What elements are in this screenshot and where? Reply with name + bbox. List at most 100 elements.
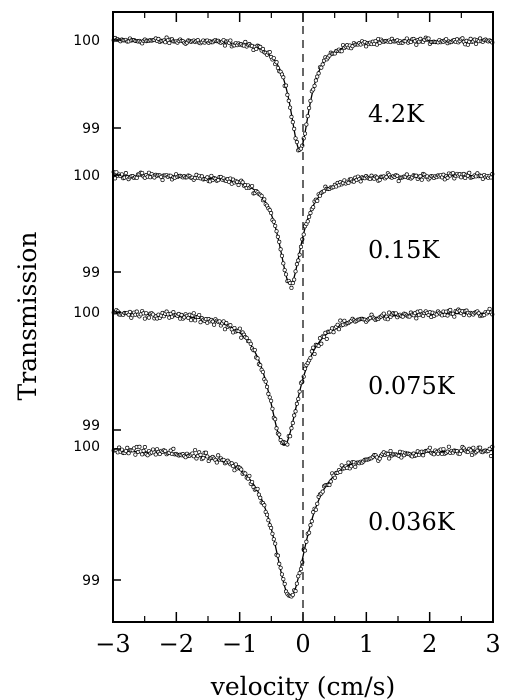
data-point bbox=[336, 327, 342, 332]
data-point bbox=[445, 313, 450, 318]
data-point bbox=[278, 565, 283, 570]
data-point bbox=[315, 501, 320, 506]
x-axis: −3 −2 −1 0 1 2 3 bbox=[95, 12, 501, 658]
data-point bbox=[160, 177, 165, 183]
data-point bbox=[393, 311, 399, 316]
data-point bbox=[452, 314, 457, 319]
data-point bbox=[421, 453, 426, 458]
data-point bbox=[293, 589, 298, 594]
data-point bbox=[460, 36, 465, 41]
data-point bbox=[471, 445, 476, 450]
data-point bbox=[250, 183, 255, 189]
data-point bbox=[266, 518, 271, 523]
data-point bbox=[294, 401, 299, 406]
data-point bbox=[289, 426, 294, 431]
data-point bbox=[140, 170, 145, 176]
data-point bbox=[216, 453, 221, 458]
data-point bbox=[399, 455, 404, 460]
data-point bbox=[222, 327, 228, 332]
y-tick-label: 100 bbox=[73, 439, 100, 455]
data-point bbox=[308, 355, 313, 360]
data-point bbox=[321, 189, 327, 194]
data-point bbox=[188, 318, 194, 323]
data-point bbox=[290, 281, 295, 286]
data-point bbox=[274, 229, 279, 234]
data-point bbox=[247, 473, 252, 478]
data-point bbox=[358, 179, 363, 184]
series-0.036K: 0.036K bbox=[111, 444, 495, 599]
data-point bbox=[150, 312, 156, 317]
data-point bbox=[271, 537, 276, 542]
data-point bbox=[315, 74, 320, 79]
data-point bbox=[179, 312, 184, 318]
data-point bbox=[298, 244, 304, 249]
data-point bbox=[297, 571, 302, 576]
data-point bbox=[293, 269, 298, 274]
data-point bbox=[311, 510, 316, 515]
series-label: 0.15K bbox=[368, 236, 440, 264]
x-tick-label: 1 bbox=[359, 630, 374, 658]
y-axis-label: Transmission bbox=[13, 232, 42, 401]
data-point bbox=[270, 406, 275, 411]
data-point bbox=[274, 426, 279, 431]
y-tick-label: 100 bbox=[73, 33, 100, 49]
data-point bbox=[266, 391, 271, 396]
data-point bbox=[252, 347, 257, 353]
data-point bbox=[328, 479, 333, 484]
data-point bbox=[292, 126, 297, 131]
data-point bbox=[419, 177, 424, 182]
data-point bbox=[426, 36, 431, 41]
data-point bbox=[338, 469, 343, 475]
x-tick-label: 3 bbox=[485, 630, 500, 658]
data-point bbox=[297, 252, 302, 257]
data-point bbox=[255, 486, 260, 491]
data-point bbox=[473, 41, 479, 46]
data-point bbox=[342, 318, 347, 323]
data-point bbox=[332, 475, 337, 480]
data-point bbox=[308, 523, 313, 528]
data-point bbox=[259, 193, 264, 198]
data-point bbox=[293, 136, 298, 141]
data-point bbox=[275, 65, 280, 71]
data-point bbox=[239, 467, 244, 472]
series-layer: 4.2K 0.15K 0.075K 0.036K bbox=[111, 35, 495, 599]
data-point bbox=[114, 170, 119, 175]
data-point bbox=[125, 445, 130, 450]
data-point bbox=[307, 214, 312, 219]
data-point bbox=[290, 120, 295, 125]
series-0.075K: 0.075K bbox=[111, 306, 495, 447]
data-point bbox=[296, 258, 301, 263]
data-point bbox=[269, 211, 274, 216]
y-tick-label: 100 bbox=[73, 168, 100, 184]
data-point bbox=[316, 71, 321, 76]
data-point bbox=[239, 335, 244, 340]
data-point bbox=[226, 179, 232, 184]
y-axis: 100 99 100 99 100 99 100 99 bbox=[73, 33, 121, 589]
data-point bbox=[446, 444, 451, 449]
data-point bbox=[321, 334, 327, 339]
series-0.15K: 0.15K bbox=[111, 169, 495, 290]
data-point bbox=[302, 548, 308, 553]
data-point bbox=[385, 317, 390, 322]
data-point bbox=[478, 445, 483, 450]
data-point bbox=[487, 306, 492, 311]
data-point bbox=[243, 471, 248, 476]
x-tick-label: −2 bbox=[159, 630, 194, 658]
data-point bbox=[289, 114, 294, 119]
data-point bbox=[395, 173, 400, 178]
data-point bbox=[281, 261, 286, 266]
data-point bbox=[217, 319, 222, 324]
data-point bbox=[319, 341, 324, 346]
data-point bbox=[311, 345, 316, 350]
data-point bbox=[275, 553, 280, 558]
data-point bbox=[290, 420, 295, 426]
data-point bbox=[304, 122, 309, 127]
y-tick-label: 99 bbox=[82, 418, 100, 434]
data-point bbox=[142, 316, 147, 321]
data-point bbox=[385, 452, 390, 457]
data-point bbox=[198, 320, 203, 325]
data-point bbox=[273, 223, 278, 228]
data-point bbox=[248, 341, 253, 346]
data-point bbox=[308, 98, 313, 103]
data-point bbox=[450, 171, 456, 176]
